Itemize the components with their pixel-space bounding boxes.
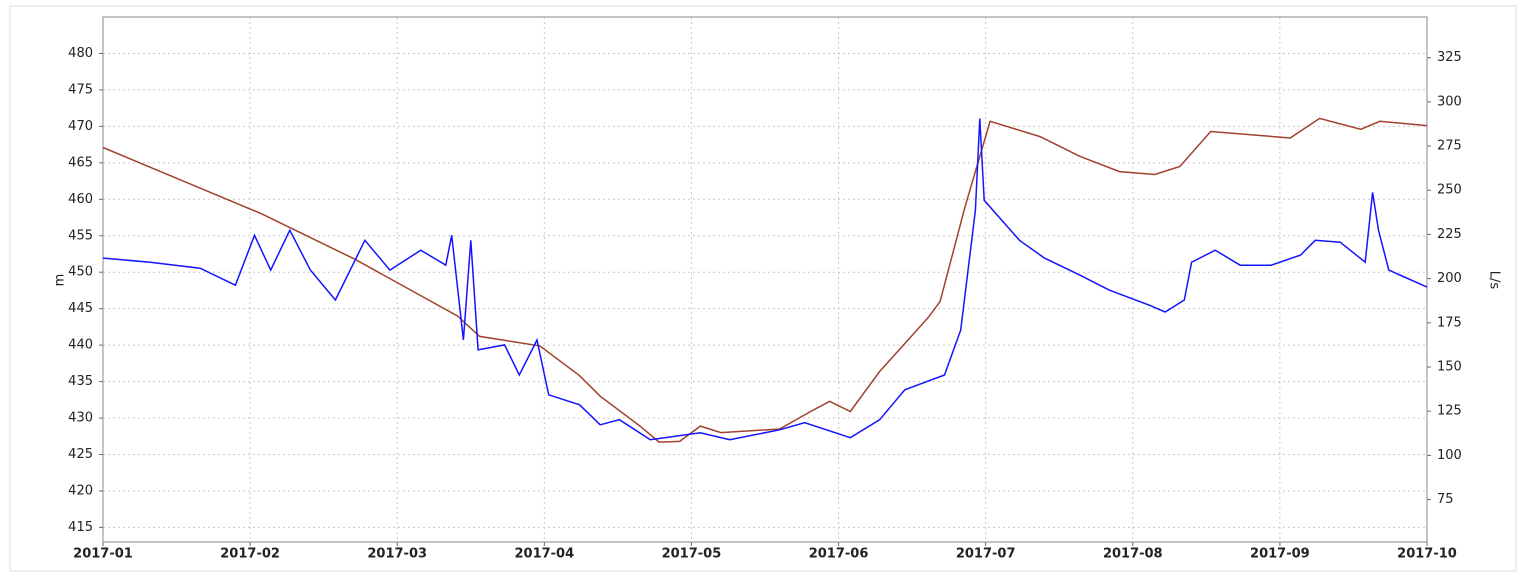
y2-tick-label: 175: [1437, 315, 1462, 330]
y-tick-label: 440: [68, 338, 93, 353]
y-tick-label: 465: [68, 155, 93, 170]
y2-tick-label: 325: [1437, 50, 1462, 65]
y2-tick-label: 200: [1437, 271, 1462, 286]
x-tick-label: 2017-01: [73, 547, 133, 562]
y-tick-label: 475: [68, 82, 93, 97]
x-tick-label: 2017-02: [220, 547, 280, 562]
y2-tick-label: 75: [1437, 492, 1454, 507]
series-line: [102, 118, 1428, 441]
y-tick-label: 425: [68, 447, 93, 462]
y2-tick-label: 225: [1437, 227, 1462, 242]
plot-frame: [102, 16, 1428, 543]
y-tick-label: 415: [68, 520, 93, 535]
x-tick-label: 2017-03: [367, 547, 427, 562]
y2-axis-label: L/s: [1487, 271, 1502, 290]
x-tick-label: 2017-09: [1250, 547, 1310, 562]
y-tick-label: 470: [68, 119, 93, 134]
y2-tick-label: 125: [1437, 404, 1462, 419]
y-tick-label: 420: [68, 483, 93, 498]
x-tick-label: 2017-06: [809, 547, 869, 562]
series-line: [102, 117, 1428, 443]
x-tick-label: 2017-05: [662, 547, 722, 562]
y-tick-label: 455: [68, 228, 93, 243]
y-tick-label: 480: [68, 46, 93, 61]
y2-tick-label: 275: [1437, 139, 1462, 154]
x-tick-label: 2017-07: [956, 547, 1016, 562]
y-tick-label: 435: [68, 374, 93, 389]
x-tick-label: 2017-04: [514, 547, 574, 562]
y2-tick-label: 250: [1437, 183, 1462, 198]
y-axis-label: m: [53, 274, 68, 287]
y-tick-label: 460: [68, 192, 93, 207]
y2-tick-label: 300: [1437, 94, 1462, 109]
y2-tick-label: 100: [1437, 448, 1462, 463]
y-tick-label: 445: [68, 301, 93, 316]
y-tick-label: 430: [68, 411, 93, 426]
y-tick-label: 450: [68, 265, 93, 280]
x-tick-label: 2017-08: [1103, 547, 1163, 562]
y2-tick-label: 150: [1437, 360, 1462, 375]
chart-frame: [9, 5, 1517, 572]
x-tick-label: 2017-10: [1397, 547, 1457, 562]
